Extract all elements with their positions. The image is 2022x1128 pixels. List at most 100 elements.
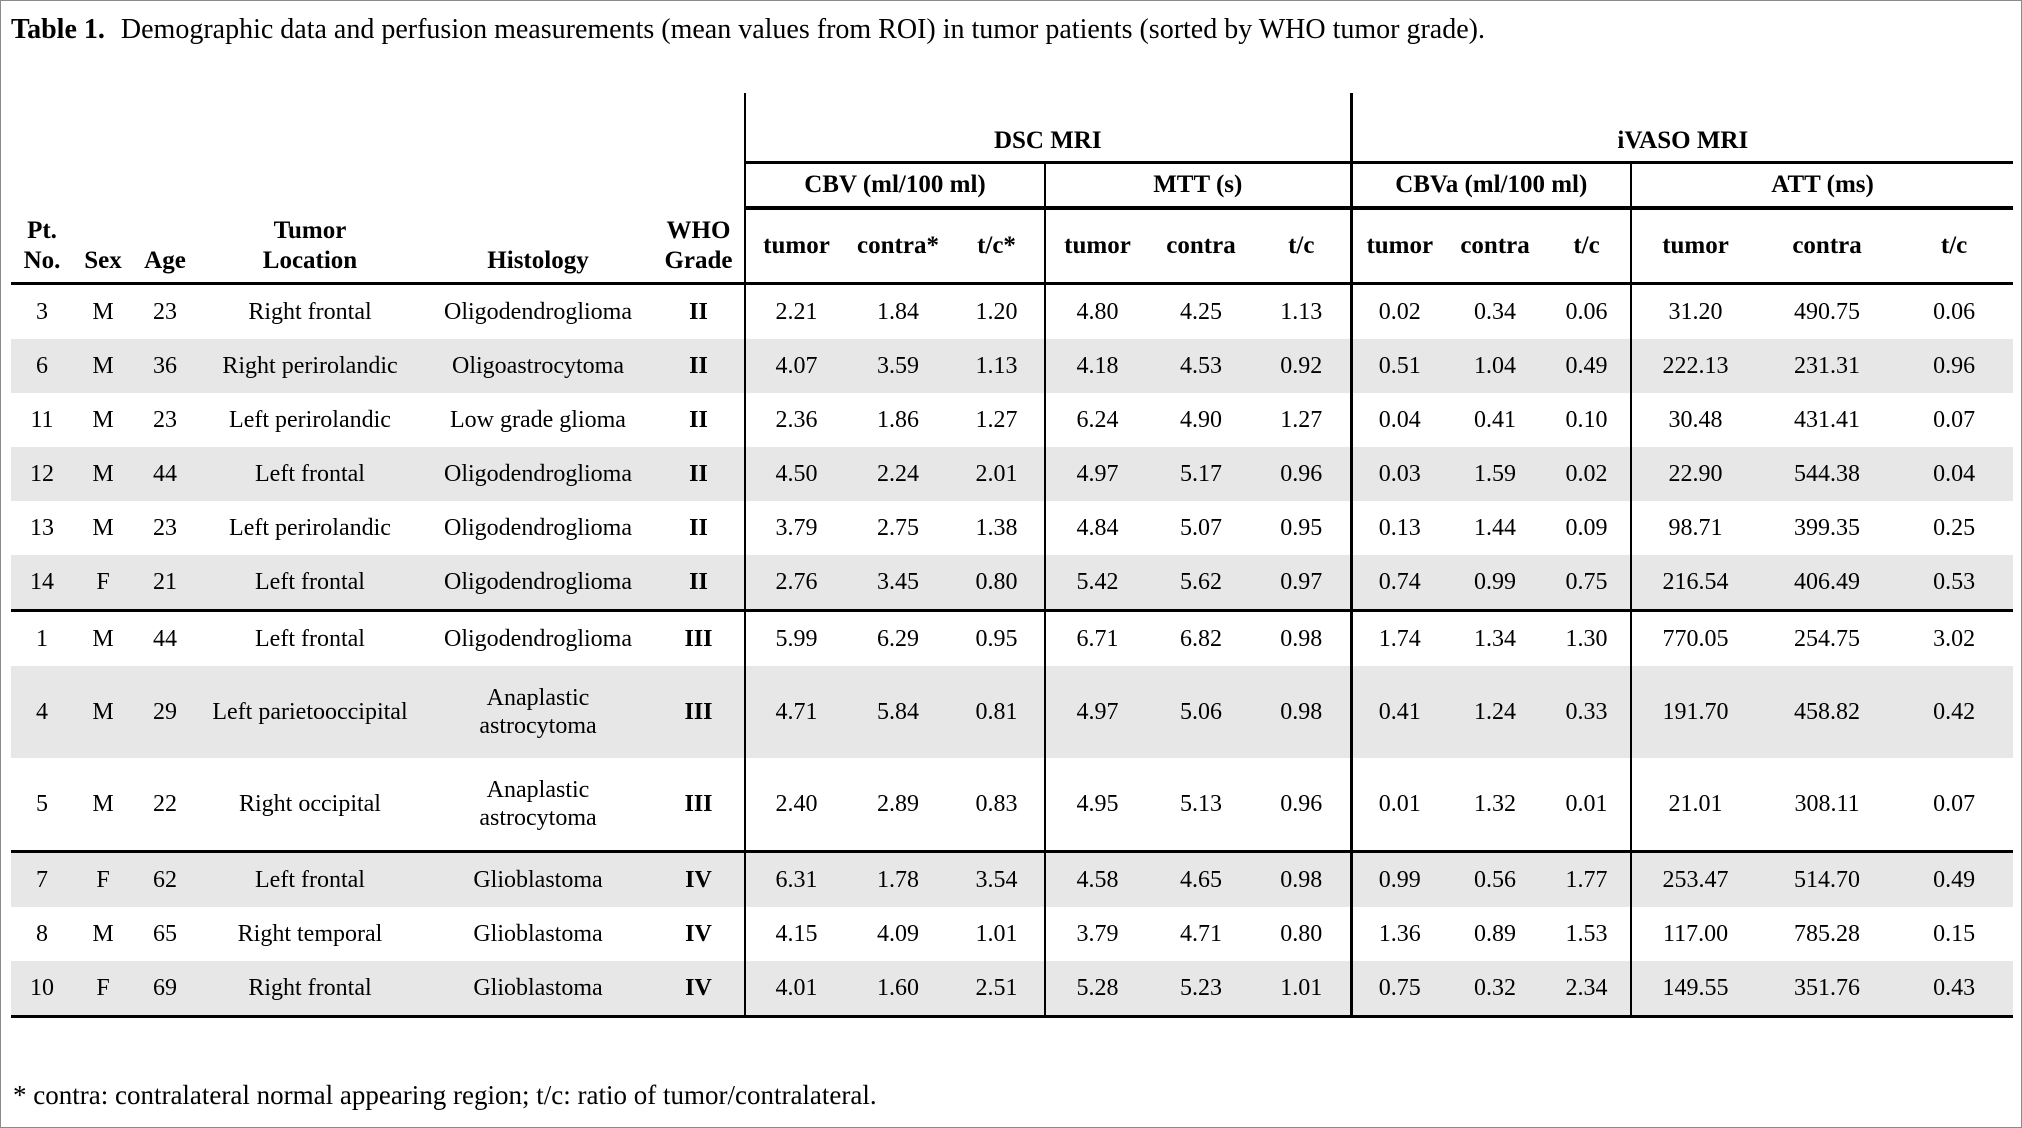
cell-att-tumor: 98.71: [1630, 501, 1760, 555]
cell-age: 44: [153, 461, 177, 487]
cell-cbv-tc: 3.54: [949, 850, 1045, 907]
cell-who-grade: II: [689, 299, 708, 325]
cell-mtt-tc: 0.98: [1253, 850, 1352, 907]
cell-mtt-tumor: 4.97: [1044, 447, 1149, 501]
cell-cbva-tumor: 1.36: [1349, 907, 1448, 961]
cell-mtt-tumor: 4.84: [1044, 501, 1149, 555]
cell-att-tc: 0.53: [1933, 569, 1976, 595]
cell-sex: M: [92, 461, 114, 487]
cell-att-contra: 514.70: [1759, 850, 1896, 907]
cell-cbva-contra: 1.44: [1474, 515, 1517, 541]
cell-sex: M: [92, 407, 114, 433]
cell-cbv-tumor: 4.71: [744, 666, 847, 758]
col-header-att-tc: t/c: [1895, 208, 2014, 285]
cell-mtt-tumor: 4.18: [1044, 339, 1149, 393]
cell-att-tumor: 117.00: [1630, 907, 1760, 961]
cell-mtt-contra: 5.17: [1180, 461, 1222, 487]
cell-cbva-tumor: 0.02: [1349, 283, 1448, 339]
cell-att-tumor: 30.48: [1630, 393, 1760, 447]
cell-cbva-tumor: 0.99: [1349, 850, 1448, 907]
cell-att-contra: 458.82: [1794, 699, 1861, 725]
cell-location: Left frontal: [255, 569, 365, 595]
cell-mtt-tc: 1.27: [1280, 407, 1323, 433]
cell-mtt-tc: 1.01: [1253, 961, 1352, 1018]
cell-att-tc: 0.07: [1933, 407, 1976, 433]
cell-cbva-tumor: 1.74: [1349, 609, 1448, 666]
cell-mtt-contra: 6.82: [1149, 609, 1253, 666]
cell-cbva-tc: 0.06: [1565, 299, 1608, 325]
table-row-pt-3: 3 M 23 Right frontal Oligodendroglioma II 2.21…: [11, 283, 2013, 339]
cell-cbv-tumor: 4.15: [744, 907, 847, 961]
cell-mtt-contra: 4.71: [1180, 921, 1222, 947]
cell-location: Left perirolandic: [229, 515, 391, 541]
col-group-cbv: CBV (ml/100 ml): [744, 162, 1045, 210]
col-group-dsc-mri: DSC MRI: [743, 93, 1352, 164]
cell-mtt-tumor: 3.79: [1044, 907, 1149, 961]
cell-histology: Anaplastic astrocytoma: [479, 777, 597, 831]
cell-age: 29: [153, 699, 177, 725]
cell-sex: F: [96, 569, 110, 595]
cell-location: Right temporal: [237, 921, 383, 947]
cell-cbva-tc: 1.77: [1543, 850, 1632, 907]
cell-mtt-tumor: 4.58: [1044, 850, 1149, 907]
cell-cbv-tc: 0.83: [975, 791, 1018, 817]
cell-location: Right frontal: [197, 961, 423, 1018]
cell-pt-no: 1: [11, 609, 73, 666]
cell-cbv-tumor: 5.99: [744, 609, 847, 666]
cell-att-contra: 490.75: [1794, 299, 1861, 325]
cell-cbva-tc: 0.09: [1565, 515, 1608, 541]
cell-mtt-tumor: 6.24: [1044, 393, 1149, 447]
cell-cbv-tc: 2.51: [949, 961, 1045, 1018]
col-header-mtt-tc: t/c: [1253, 208, 1352, 285]
cell-cbv-contra: 5.84: [877, 699, 919, 725]
cell-att-tumor: 21.01: [1630, 758, 1760, 852]
cell-mtt-contra: 5.62: [1180, 569, 1222, 595]
cell-histology: Low grade glioma: [450, 407, 626, 433]
cell-cbva-contra: 0.99: [1474, 569, 1517, 595]
cell-att-contra: 399.35: [1794, 515, 1861, 541]
cell-cbva-tc: 0.33: [1565, 699, 1608, 725]
cell-cbv-contra: 6.29: [847, 609, 949, 666]
cell-cbva-tc: 0.02: [1565, 461, 1608, 487]
cell-cbva-tumor: 0.04: [1349, 393, 1448, 447]
col-header-histology: Histology: [423, 93, 653, 285]
cell-cbv-tc: 0.80: [975, 569, 1018, 595]
cell-cbva-tumor: 0.41: [1349, 666, 1448, 758]
cell-cbv-tumor: 4.07: [744, 339, 847, 393]
cell-histology: Oligodendroglioma: [444, 461, 632, 487]
cell-mtt-contra: 5.07: [1180, 515, 1222, 541]
cell-att-tc: 0.06: [1933, 299, 1976, 325]
cell-pt-no: 14: [30, 569, 54, 595]
col-header-cbva-contra: contra: [1447, 208, 1544, 285]
cell-age: 23: [153, 515, 177, 541]
table-row-pt-14: 14 F 21 Left frontal Oligodendroglioma II 2.76…: [11, 555, 2014, 611]
cell-mtt-contra: 4.53: [1180, 353, 1222, 379]
cell-att-contra: 406.49: [1794, 569, 1861, 595]
table-row-pt-7: 7 F 62 Left frontal Glioblastoma IV 6.31 1.78 3.…: [11, 850, 2014, 907]
cell-age: 23: [153, 407, 177, 433]
cell-sex: M: [92, 353, 114, 379]
cell-histology: Oligoastrocytoma: [452, 353, 624, 379]
cell-cbva-tc: 1.30: [1543, 609, 1632, 666]
cell-mtt-tumor: 5.42: [1044, 555, 1149, 611]
cell-mtt-tc: 0.96: [1280, 461, 1323, 487]
cell-mtt-tc: 1.13: [1280, 299, 1323, 325]
col-group-cbva: CBVa (ml/100 ml): [1349, 162, 1632, 210]
col-header-att-contra: contra: [1759, 208, 1896, 285]
cell-cbva-contra: 0.34: [1474, 299, 1517, 325]
cell-location: Right occipital: [239, 791, 381, 817]
table-row-pt-10: 10 F 69 Right frontal Glioblastoma IV 4.01 1.60…: [11, 961, 2014, 1018]
cell-pt-no: 8: [36, 921, 48, 947]
cell-cbv-tumor: 2.40: [744, 758, 847, 852]
cell-att-tc: 0.96: [1933, 353, 1976, 379]
cell-cbva-tumor: 0.01: [1349, 758, 1448, 852]
cell-location: Left parietooccipital: [212, 699, 408, 725]
cell-sex: F: [73, 850, 133, 907]
cell-mtt-tumor: 6.71: [1044, 609, 1149, 666]
cell-location: Right frontal: [248, 299, 372, 325]
cell-mtt-tc: 0.92: [1280, 353, 1323, 379]
col-header-cbva-tc: t/c: [1543, 208, 1632, 285]
cell-age: 69: [133, 961, 197, 1018]
col-header-mtt-tumor: tumor: [1044, 208, 1149, 285]
cell-pt-no: 6: [36, 353, 48, 379]
